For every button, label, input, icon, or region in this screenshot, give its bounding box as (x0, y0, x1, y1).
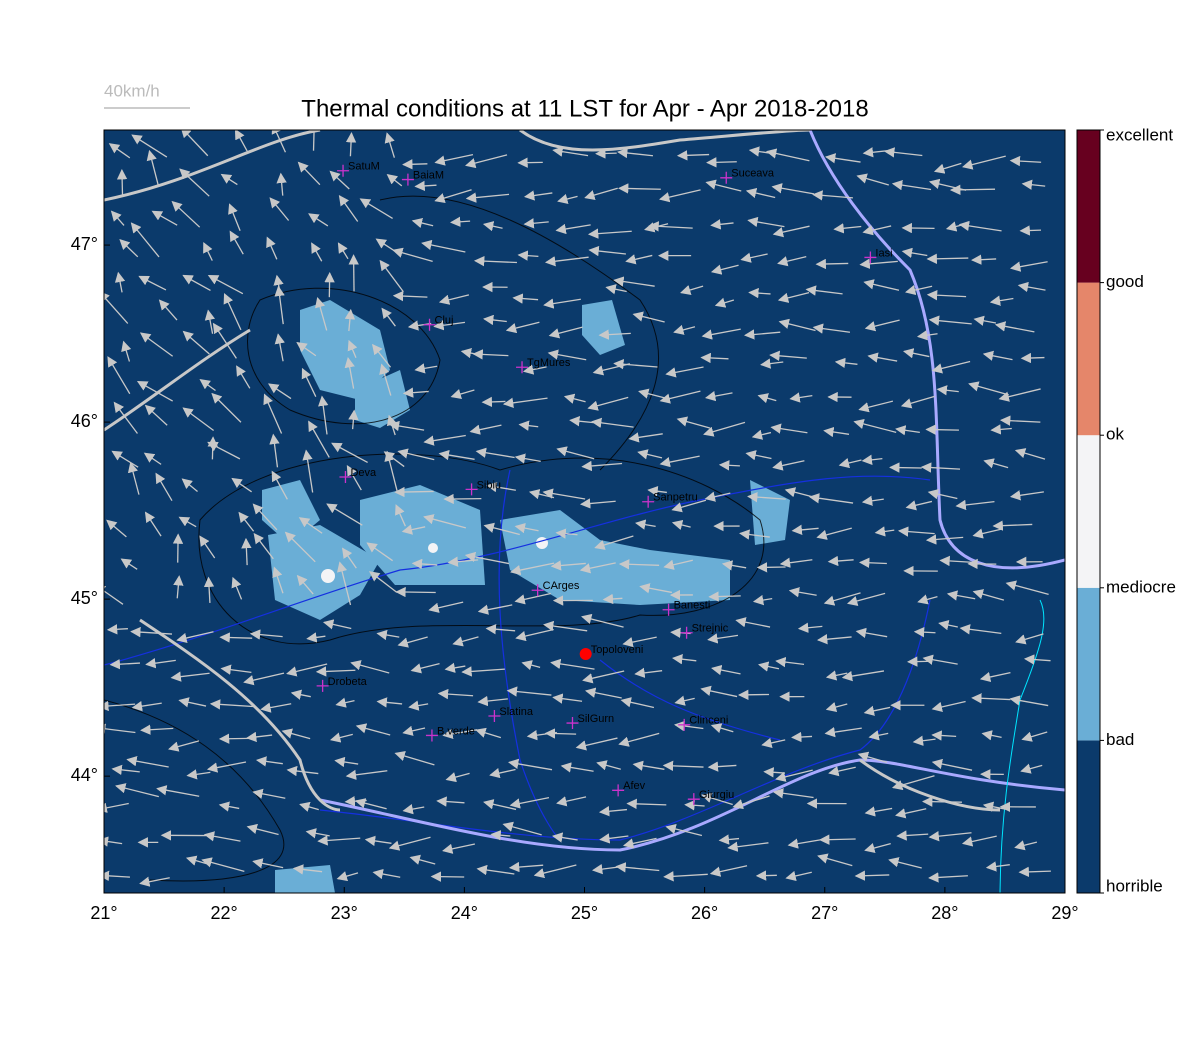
wind-arrow (817, 263, 848, 264)
y-tick-label: 45° (71, 588, 98, 608)
wind-arrow (1021, 230, 1041, 231)
city-label: Sibiu (477, 479, 501, 491)
x-tick-label: 23° (331, 903, 358, 923)
colorbar-label: ok (1106, 425, 1124, 444)
colorbar-label: mediocre (1106, 577, 1176, 596)
city-label: Cluj (435, 315, 454, 327)
wind-arrow (707, 162, 736, 163)
y-tick-label: 47° (71, 234, 98, 254)
wind-arrow (546, 733, 576, 734)
wind-arrow (890, 467, 921, 468)
y-tick-label: 44° (71, 765, 98, 785)
city-label: Clinceni (689, 715, 728, 727)
x-tick-label: 28° (931, 903, 958, 923)
wind-arrow (122, 170, 123, 195)
title: Thermal conditions at 11 LST for Apr - A… (301, 95, 868, 122)
y-tick-label: 46° (71, 411, 98, 431)
wind-arrow (927, 429, 959, 430)
city-label: Drobeta (328, 676, 368, 688)
x-tick-label: 29° (1051, 903, 1078, 923)
city-label: Topoloveni (591, 644, 644, 656)
city-label: B.verde (437, 725, 475, 737)
wind-arrow (1022, 358, 1044, 359)
city-label: Giurgiu (699, 789, 734, 801)
city-label: Afev (623, 780, 646, 792)
wind-arrow (396, 491, 434, 492)
wind-arrow (596, 153, 616, 154)
wind-arrow (951, 189, 995, 190)
wind-arrow (483, 401, 506, 402)
wind-arrow (908, 661, 931, 662)
wind-arrow (221, 637, 252, 638)
wind-arrow (220, 738, 250, 739)
city-label: Sanpetru (653, 492, 698, 504)
spot (536, 537, 548, 549)
x-tick-label: 25° (571, 903, 598, 923)
colorbar-segment (1077, 588, 1100, 741)
x-tick-label: 27° (811, 903, 838, 923)
map-background (104, 130, 1065, 893)
city-label: Banesti (674, 600, 711, 612)
spot (321, 569, 335, 583)
wind-arrow (212, 437, 213, 459)
wind-arrow (397, 592, 436, 593)
colorbar-segment (1077, 435, 1100, 588)
spot (428, 543, 438, 553)
colorbar-label: good (1106, 272, 1144, 291)
x-tick-label: 26° (691, 903, 718, 923)
city-label: SilGurn (577, 713, 614, 725)
colorbar-segment (1077, 740, 1100, 893)
colorbar-label: excellent (1106, 125, 1173, 144)
wind-arrow (923, 802, 962, 803)
city-label: Strejnic (692, 623, 729, 635)
city-label: TgMures (527, 357, 571, 369)
colorbar-label: horrible (1106, 876, 1163, 895)
x-tick-label: 22° (211, 903, 238, 923)
city-label: Suceava (731, 168, 775, 180)
colorbar-segment (1077, 283, 1100, 436)
colorbar-segment (1077, 130, 1100, 283)
city-label: Deva (350, 467, 377, 479)
city-label: BaiaM (413, 169, 444, 181)
city-label: Iasi (875, 247, 892, 259)
x-tick-label: 21° (90, 903, 117, 923)
city-label: SatuM (348, 161, 380, 173)
wind-scale-label: 40km/h (104, 81, 160, 100)
wind-arrow (820, 839, 855, 840)
colorbar-label: bad (1106, 730, 1134, 749)
wind-arrow (403, 164, 427, 165)
city-label: Slatina (499, 706, 534, 718)
x-tick-label: 24° (451, 903, 478, 923)
wind-arrow (903, 228, 935, 229)
city-label: CArges (543, 580, 580, 592)
colorbar: horrible bad mediocre ok good excellent (1077, 125, 1176, 895)
